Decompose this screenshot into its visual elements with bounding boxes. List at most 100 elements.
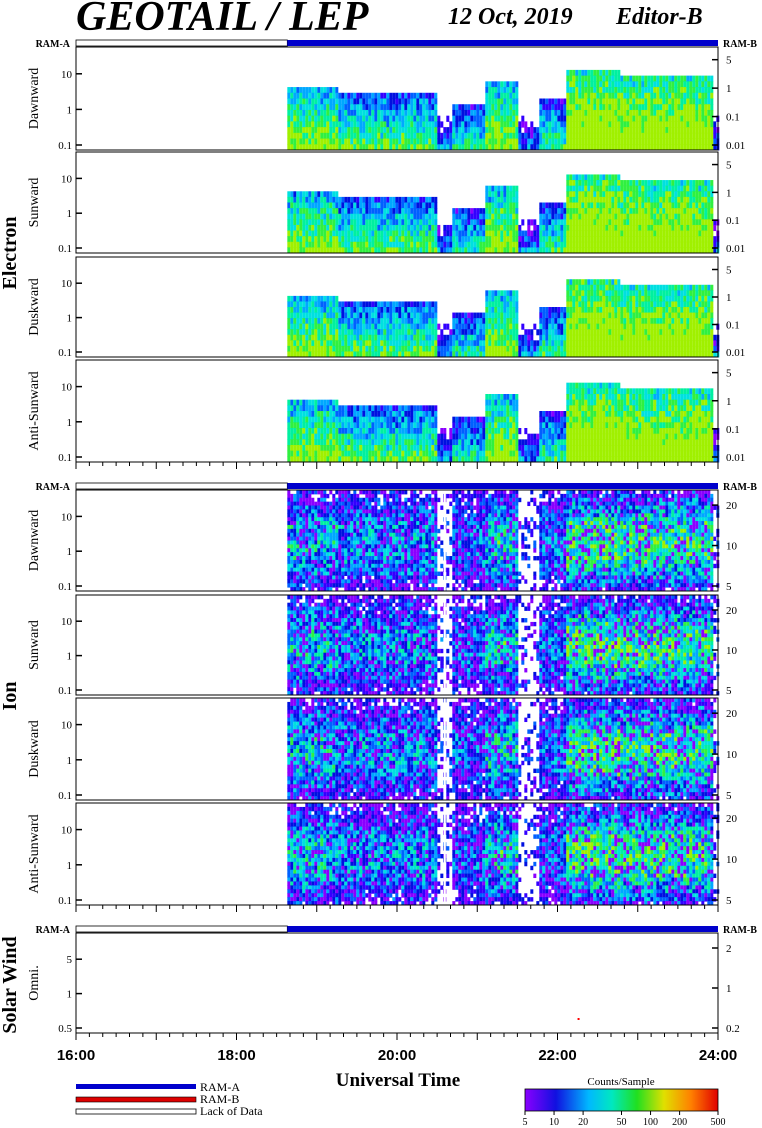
spectrogram-cell <box>368 323 372 330</box>
spectrogram-cell <box>434 92 438 99</box>
spectrogram-cell <box>326 247 330 254</box>
spectrogram-cell <box>410 104 414 111</box>
spectrogram-cell <box>686 284 690 291</box>
spectrogram-cell <box>659 301 663 308</box>
spectrogram-cell <box>338 115 342 122</box>
spectrogram-cell <box>323 219 327 226</box>
spectrogram-cell <box>662 290 666 297</box>
spectrogram-cell <box>431 219 435 226</box>
spectrogram-cell <box>671 132 675 140</box>
spectrogram-cell <box>362 144 366 151</box>
spectrogram-cell <box>572 109 576 117</box>
spectrogram-cell <box>410 312 414 319</box>
left-tick-label: 0.1 <box>58 243 72 255</box>
spectrogram-cell <box>371 340 375 347</box>
spectrogram-cell <box>314 247 318 254</box>
spectrogram-cell <box>578 92 582 99</box>
spectrogram-cell <box>605 230 609 237</box>
spectrogram-cell <box>581 104 585 111</box>
spectrogram-cell <box>602 132 606 140</box>
spectrogram-cell <box>587 174 591 181</box>
spectrogram-cell <box>533 138 537 145</box>
spectrogram-cell <box>392 109 396 117</box>
spectrogram-cell <box>551 351 555 358</box>
spectrogram-cell <box>704 224 708 232</box>
spectrogram-cell <box>500 87 504 94</box>
spectrogram-cell <box>590 307 594 314</box>
spectrogram-cell <box>434 202 438 209</box>
spectrogram-cell <box>287 213 291 220</box>
spectrogram-cell <box>434 115 438 122</box>
spectrogram-cell <box>587 323 591 330</box>
spectrogram-cell <box>536 230 540 237</box>
spectrogram-cell <box>671 191 675 198</box>
spectrogram-cell <box>506 115 510 122</box>
spectrogram-cell <box>650 312 654 319</box>
spectrogram-cell <box>302 405 306 412</box>
spectrogram-cell <box>569 104 573 111</box>
spectrogram-cell <box>332 224 336 232</box>
spectrogram-cell <box>419 230 423 237</box>
spectrogram-cell <box>356 132 360 140</box>
spectrogram-cell <box>584 284 588 291</box>
spectrogram-cell <box>545 213 549 220</box>
spectrogram-cell <box>341 98 345 105</box>
spectrogram-cell <box>434 196 438 203</box>
spectrogram-cell <box>626 104 630 111</box>
spectrogram-cell <box>341 439 345 446</box>
spectrogram-cell <box>326 422 330 429</box>
spectrogram-cell <box>317 109 321 117</box>
spectrogram-cell <box>599 301 603 308</box>
spectrogram-cell <box>587 213 591 220</box>
spectrogram-cell <box>650 345 654 352</box>
panels-layer: RAM-A RAM-BElectronDawnward0.11100.010.11… <box>0 39 757 1040</box>
spectrogram-cell <box>686 138 690 145</box>
spectrogram-cell <box>593 104 597 111</box>
spectrogram-cell <box>611 127 615 134</box>
spectrogram-cell <box>461 132 465 140</box>
spectrogram-cell <box>479 138 483 145</box>
spectrogram-cell <box>356 301 360 308</box>
spectrogram-cell <box>347 345 351 352</box>
spectrogram-cell <box>692 284 696 291</box>
spectrogram-cell <box>710 98 714 105</box>
spectrogram-cell <box>575 115 579 122</box>
spectrogram-cell <box>560 138 564 145</box>
spectrogram-cell <box>635 318 639 325</box>
spectrogram-cell <box>641 127 645 134</box>
spectrogram-cell <box>647 81 651 88</box>
spectrogram-cell <box>575 121 579 128</box>
spectrogram-cell <box>644 75 648 82</box>
spectrogram-cell <box>314 191 318 198</box>
spectrogram-cell <box>311 439 315 446</box>
spectrogram-cell <box>371 422 375 429</box>
spectrogram-cell <box>380 301 384 308</box>
spectrogram-cell <box>548 121 552 128</box>
spectrogram-cell <box>614 115 618 122</box>
spectrogram-cell <box>590 301 594 308</box>
spectrogram-cell <box>593 109 597 117</box>
spectrogram-cell <box>617 92 621 99</box>
spectrogram-cell <box>596 236 600 243</box>
spectrogram-cell <box>503 144 507 151</box>
spectrogram-cell <box>653 329 657 336</box>
spectrogram-cell <box>683 351 687 358</box>
spectrogram-cell <box>512 185 516 192</box>
spectrogram-cell <box>428 121 432 128</box>
spectrogram-cell <box>569 69 573 77</box>
spectrogram-cell <box>398 92 402 99</box>
spectrogram-cell <box>536 247 540 254</box>
spectrogram-cell <box>473 318 477 325</box>
spectrogram-cell <box>455 345 459 352</box>
spectrogram-cell <box>611 318 615 325</box>
spectrogram-cell <box>575 290 579 297</box>
spectrogram-cell <box>590 115 594 122</box>
spectrogram-cell <box>680 323 684 330</box>
spectrogram-cell <box>656 81 660 88</box>
spectrogram-cell <box>350 323 354 330</box>
spectrogram-cell <box>614 219 618 226</box>
spectrogram-cell <box>587 307 591 314</box>
spectrogram-cell <box>329 208 333 215</box>
spectrogram-cell <box>356 92 360 99</box>
spectrogram-cell <box>695 196 699 203</box>
